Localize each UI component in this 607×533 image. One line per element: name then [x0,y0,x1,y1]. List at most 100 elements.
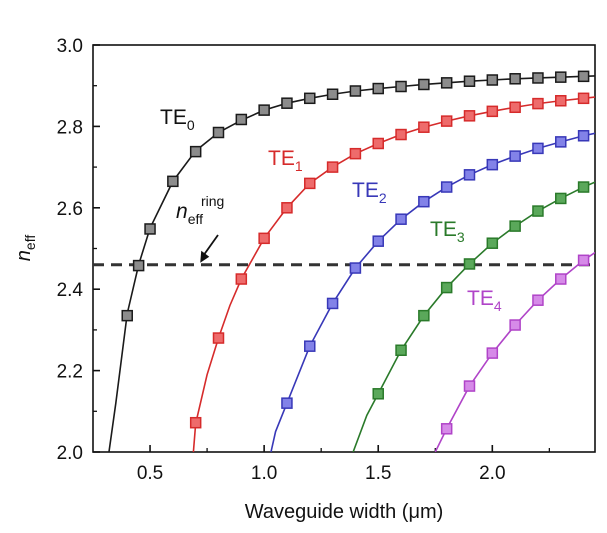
annotation-arrow [202,234,219,257]
y-tick-label: 2.6 [57,199,83,220]
te1-marker [349,147,362,160]
te0-marker [349,85,362,97]
te1-marker [395,128,407,141]
te4-marker [440,423,453,435]
te2-marker [372,235,384,247]
te3-marker [372,388,384,400]
te0-marker [132,259,145,272]
y-tick-label: 2.0 [57,443,83,464]
y-tick-label: 2.2 [57,362,83,383]
te0-marker [486,74,499,86]
te2-label: TE2 [352,179,387,206]
te1-marker [189,416,202,429]
te0-marker [167,175,179,188]
te2-marker [418,195,430,208]
y-axis-label: neff [13,235,38,262]
te0-marker [258,104,270,116]
te2-marker [463,169,476,181]
te2-marker [281,397,293,409]
te1-marker [326,161,339,173]
te4-marker [463,380,476,392]
x-axis-label: Waveguide width (μm) [245,501,444,523]
te1-label-sub: 1 [295,158,303,174]
y-axis-label-sub: eff [22,235,38,250]
te3-marker [509,220,521,232]
ring-annotation-main: n [176,200,188,223]
te4-marker [509,319,521,331]
te3-marker [440,281,453,294]
series-te4 [434,251,595,452]
te0-marker [304,92,316,105]
te1-marker [235,273,248,285]
te0-marker [440,77,453,89]
te3-label-main: TE [430,218,457,241]
te0-label-main: TE [160,106,187,129]
te0-label-sub: 0 [187,117,195,133]
te0-label: TE0 [160,106,195,133]
te3-marker [577,181,590,193]
ring-annotation-sup: ring [201,193,224,209]
y-tick-label: 2.8 [57,117,83,138]
te1-marker [281,202,293,214]
ring-index-annotation: neff ring [176,193,224,227]
te0-marker [326,88,339,100]
te2-marker [577,130,590,142]
te1-marker [440,115,453,127]
te0-marker [555,71,567,83]
series-layer [108,70,595,452]
te0-marker [372,82,384,95]
te0-marker [577,70,590,83]
te4-label: TE4 [467,287,502,314]
ring-annotation-sub: eff [188,211,203,227]
y-tick-label: 2.4 [57,280,84,301]
te1-marker [577,92,590,105]
te2-marker [486,158,499,171]
te4-curve [434,251,595,452]
te4-marker [555,273,567,285]
te1-curve [192,96,595,452]
te1-label: TE1 [268,147,303,174]
te2-marker [509,150,521,162]
te4-label-main: TE [467,287,494,310]
y-tick-label: 3.0 [57,36,83,57]
te0-marker [189,145,202,158]
te1-marker [509,101,521,114]
te0-marker [121,309,133,322]
te0-marker [144,223,156,235]
te2-marker [304,340,316,352]
te0-marker [212,126,225,139]
te2-marker [532,142,544,155]
x-tick-label: 1.0 [251,463,277,484]
te3-marker [395,344,407,356]
te4-marker [532,294,544,306]
x-tick-label: 0.5 [137,463,163,484]
te3-label-sub: 3 [457,229,465,245]
x-tick-label: 1.5 [365,463,391,484]
te3-label: TE3 [430,218,465,245]
te1-marker [486,105,499,118]
te3-marker [532,205,544,217]
y-axis-ticks: 2.0 2.2 2.4 2.6 2.8 3.0 [57,36,100,464]
te2-label-main: TE [352,179,379,202]
te2-marker [349,262,362,274]
te2-marker [326,297,339,310]
x-axis-ticks: 0.5 1.0 1.5 2.0 [137,445,551,484]
te1-marker [304,177,316,190]
te2-label-sub: 2 [379,190,387,206]
te0-marker [532,72,544,84]
x-tick-label: 2.0 [479,463,505,484]
te2-marker [440,181,453,193]
te3-curve [352,181,595,452]
te1-marker [532,97,544,110]
series-te2 [270,130,595,452]
te3-marker [486,237,499,249]
te3-marker [463,258,476,270]
te0-marker [235,113,248,126]
te3-marker [555,192,567,205]
te1-marker [463,110,476,122]
te1-marker [418,121,430,133]
te1-marker [212,332,225,344]
series-te3 [352,181,595,452]
y-axis-label-main: n [13,250,35,261]
